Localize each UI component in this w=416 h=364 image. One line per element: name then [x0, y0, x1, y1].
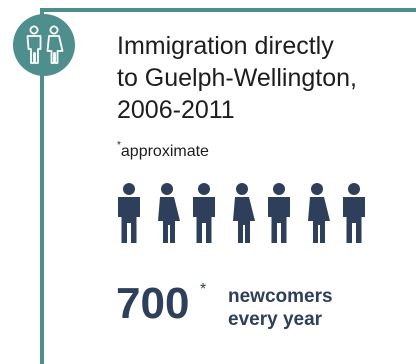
- man-icon: [118, 183, 140, 243]
- stat-value: 700: [116, 279, 190, 328]
- man-icon: [268, 183, 290, 243]
- title-line-3: 2006-2011: [117, 96, 235, 124]
- note-asterisk: *: [117, 140, 121, 151]
- title-line-1: Immigration directly: [117, 32, 334, 60]
- people-row: [115, 183, 375, 245]
- man-and-woman-icon: [26, 25, 64, 64]
- title-line-2: to Guelph-Wellington,: [117, 64, 357, 92]
- man-icon: [343, 183, 365, 243]
- stat-caption: newcomers every year: [228, 285, 333, 331]
- stat-caption-line-1: newcomers: [228, 286, 333, 307]
- woman-icon: [307, 183, 330, 243]
- woman-icon: [157, 183, 180, 243]
- frame-left-border: [40, 8, 44, 364]
- people-badge: [13, 14, 75, 76]
- stat-caption-line-2: every year: [228, 309, 323, 330]
- stat-asterisk: *: [200, 281, 207, 298]
- man-icon: [193, 183, 215, 243]
- approximate-note: *approximate: [117, 140, 209, 161]
- note-text: approximate: [120, 143, 209, 160]
- frame-top-border: [40, 8, 416, 12]
- infographic-title: Immigration directly to Guelph-Wellingto…: [117, 30, 407, 126]
- woman-icon: [232, 183, 255, 243]
